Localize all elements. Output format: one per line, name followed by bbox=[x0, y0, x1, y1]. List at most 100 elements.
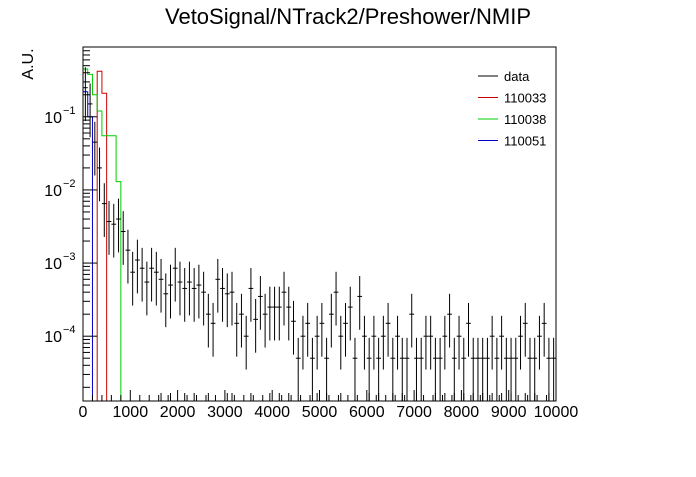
data-point bbox=[532, 337, 538, 401]
data-point bbox=[328, 293, 334, 348]
data-point bbox=[319, 302, 325, 357]
svg-text:110051: 110051 bbox=[504, 134, 546, 149]
y-tick-label: 10 −4 bbox=[44, 324, 75, 346]
x-tick-label: 5000 bbox=[302, 404, 338, 421]
data-point bbox=[380, 315, 386, 370]
x-tick-label: 3000 bbox=[207, 404, 243, 421]
data-point bbox=[97, 147, 102, 202]
x-tick-label: 7000 bbox=[396, 404, 432, 421]
svg-text:−1: −1 bbox=[63, 105, 76, 117]
data-point bbox=[546, 337, 552, 401]
x-tick-label: 1000 bbox=[113, 404, 149, 421]
data-point bbox=[414, 337, 419, 401]
data-point bbox=[210, 302, 216, 357]
data-point bbox=[243, 315, 249, 370]
data-point bbox=[423, 315, 429, 370]
data-point bbox=[163, 273, 169, 328]
data-point bbox=[428, 315, 434, 370]
data-point bbox=[310, 337, 315, 401]
data-point bbox=[480, 337, 486, 401]
data-point bbox=[168, 264, 173, 319]
x-tick-label: 0 bbox=[79, 404, 88, 421]
data-point bbox=[300, 315, 306, 370]
data-point bbox=[451, 337, 457, 401]
data-point bbox=[409, 293, 415, 348]
data-point bbox=[196, 264, 202, 319]
data-point bbox=[461, 337, 467, 401]
data-point bbox=[513, 337, 519, 401]
y-tick-label: 10 −3 bbox=[44, 251, 75, 273]
data-point bbox=[395, 315, 400, 370]
y-axis: 10−110−210−310−4 bbox=[44, 46, 97, 388]
series-line-110033 bbox=[83, 70, 112, 402]
data-point bbox=[390, 337, 396, 401]
series-layer bbox=[83, 67, 556, 402]
data-point bbox=[111, 203, 117, 258]
data-point bbox=[248, 268, 254, 322]
x-tick-label: 9000 bbox=[491, 404, 527, 421]
data-point bbox=[433, 337, 438, 401]
data-point bbox=[158, 258, 164, 313]
chart-title: VetoSignal/NTrack2/Preshower/NMIP bbox=[165, 4, 531, 29]
data-point bbox=[357, 276, 363, 330]
plot-frame bbox=[82, 46, 557, 402]
data-point bbox=[347, 286, 353, 341]
y-axis-label: A.U. bbox=[20, 48, 37, 79]
legend-item-110051: 110051 bbox=[478, 134, 546, 149]
data-point bbox=[149, 247, 154, 302]
data-point bbox=[404, 337, 410, 401]
svg-text:10: 10 bbox=[44, 183, 62, 200]
data-point bbox=[489, 315, 495, 370]
x-tick-label: 4000 bbox=[254, 404, 290, 421]
data-point bbox=[338, 315, 344, 370]
data-point bbox=[258, 276, 263, 330]
data-point bbox=[106, 201, 112, 255]
data-point bbox=[272, 286, 277, 341]
data-point bbox=[125, 229, 131, 284]
data-point bbox=[362, 315, 367, 370]
x-tick-label: 6000 bbox=[349, 404, 385, 421]
data-point bbox=[234, 302, 240, 357]
data-point bbox=[267, 286, 273, 341]
data-point bbox=[499, 315, 504, 370]
y-tick-label: 10 −2 bbox=[44, 178, 75, 200]
data-point bbox=[503, 337, 509, 401]
data-point bbox=[116, 198, 121, 253]
data-point bbox=[305, 302, 311, 357]
data-point bbox=[475, 337, 481, 401]
svg-text:−4: −4 bbox=[63, 324, 76, 336]
svg-text:−3: −3 bbox=[63, 251, 76, 263]
data-point bbox=[262, 293, 268, 348]
data-point bbox=[229, 271, 235, 326]
data-point bbox=[291, 300, 296, 355]
data-point bbox=[522, 302, 528, 357]
data-point bbox=[343, 302, 348, 357]
data-point bbox=[130, 251, 136, 306]
data-point bbox=[144, 261, 150, 316]
data-point bbox=[466, 302, 471, 357]
data-point bbox=[101, 183, 107, 237]
data-point bbox=[191, 268, 197, 322]
data-point bbox=[220, 268, 225, 322]
data-point bbox=[205, 293, 211, 348]
data-point bbox=[177, 261, 183, 316]
svg-text:10: 10 bbox=[44, 110, 62, 127]
data-point bbox=[314, 315, 320, 370]
x-tick-label: 10000 bbox=[534, 404, 579, 421]
data-point bbox=[215, 258, 221, 313]
data-point bbox=[92, 121, 98, 176]
data-point bbox=[352, 337, 358, 401]
data-point bbox=[537, 315, 542, 370]
legend: data 110033 110038 110051 bbox=[478, 69, 546, 149]
data-point bbox=[366, 337, 372, 401]
data-point bbox=[385, 302, 391, 357]
data-point bbox=[135, 239, 140, 294]
svg-text:−2: −2 bbox=[63, 178, 76, 190]
data-point bbox=[120, 211, 126, 265]
data-point bbox=[508, 337, 514, 401]
x-tick-label: 2000 bbox=[160, 404, 196, 421]
svg-text:data: data bbox=[504, 69, 530, 84]
data-point bbox=[281, 271, 287, 326]
data-point bbox=[527, 337, 533, 401]
